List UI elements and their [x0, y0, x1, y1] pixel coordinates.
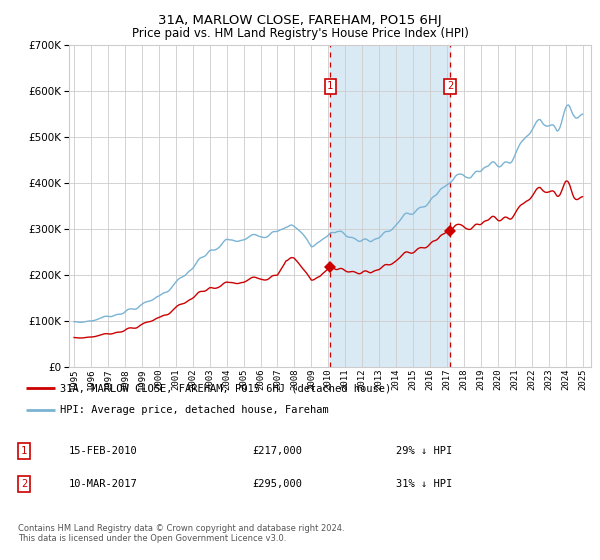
Text: 1: 1 [327, 81, 334, 91]
Text: 15-FEB-2010: 15-FEB-2010 [69, 446, 138, 456]
Text: £217,000: £217,000 [252, 446, 302, 456]
Text: HPI: Average price, detached house, Fareham: HPI: Average price, detached house, Fare… [60, 405, 329, 415]
Text: 29% ↓ HPI: 29% ↓ HPI [396, 446, 452, 456]
Text: Price paid vs. HM Land Registry's House Price Index (HPI): Price paid vs. HM Land Registry's House … [131, 27, 469, 40]
Bar [331, 45, 450, 367]
Text: 31A, MARLOW CLOSE, FAREHAM, PO15 6HJ: 31A, MARLOW CLOSE, FAREHAM, PO15 6HJ [158, 14, 442, 27]
Text: 31A, MARLOW CLOSE, FAREHAM, PO15 6HJ (detached house): 31A, MARLOW CLOSE, FAREHAM, PO15 6HJ (de… [60, 383, 392, 393]
Text: £295,000: £295,000 [252, 479, 302, 489]
Text: 2: 2 [447, 81, 453, 91]
Text: 1: 1 [21, 446, 27, 456]
Text: 31% ↓ HPI: 31% ↓ HPI [396, 479, 452, 489]
Text: Contains HM Land Registry data © Crown copyright and database right 2024.
This d: Contains HM Land Registry data © Crown c… [18, 524, 344, 543]
Text: 10-MAR-2017: 10-MAR-2017 [69, 479, 138, 489]
Text: 2: 2 [21, 479, 27, 489]
